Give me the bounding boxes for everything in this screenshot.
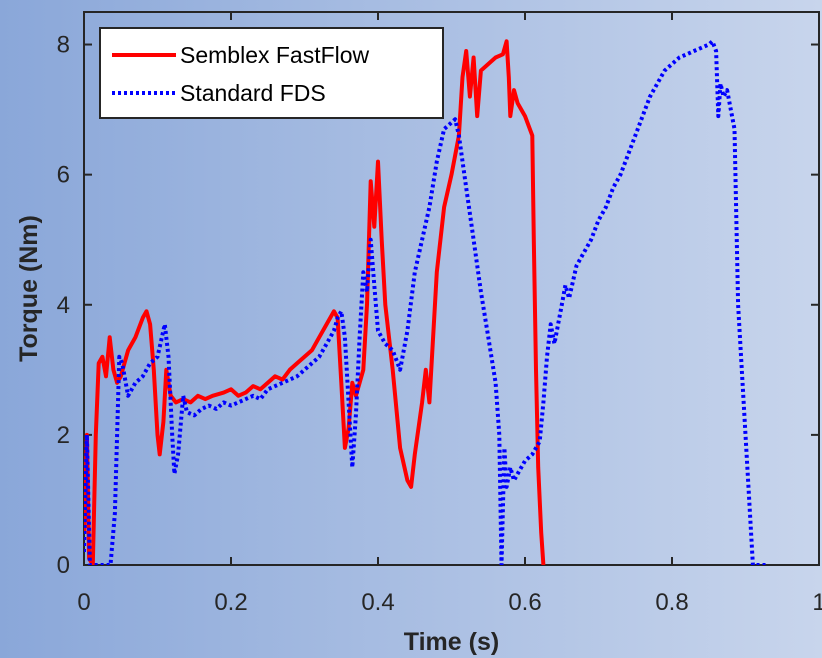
- legend: Semblex FastFlow Standard FDS: [99, 27, 444, 119]
- axes-box: [83, 11, 820, 566]
- y-tick-label: 0: [57, 552, 70, 579]
- series-group: [84, 39, 768, 565]
- series-line-2: [84, 39, 768, 565]
- y-tick-label: 8: [57, 32, 70, 59]
- x-axis-label: Time (s): [404, 628, 499, 656]
- legend-box: [99, 27, 444, 119]
- y-tick-label: 4: [57, 292, 70, 319]
- x-tick-label: 0.8: [655, 589, 688, 616]
- x-tick-label: 0.6: [508, 589, 541, 616]
- x-tick-label: 0: [77, 589, 90, 616]
- x-tick-label: 0.2: [214, 589, 247, 616]
- y-tick-label: 6: [57, 162, 70, 189]
- x-tick-label: 0.4: [361, 589, 394, 616]
- legend-label-2: Standard FDS: [180, 80, 326, 106]
- y-axis-label: Torque (Nm): [15, 215, 43, 362]
- legend-label-1: Semblex FastFlow: [180, 42, 370, 68]
- plot-area: 0 0.2 0.4 0.6 0.8 1 0 2 4 6 8 Time (s) Torque (Nm) Se…: [15, 11, 822, 656]
- x-tick-label: 1: [812, 589, 822, 616]
- y-tick-label: 2: [57, 422, 70, 449]
